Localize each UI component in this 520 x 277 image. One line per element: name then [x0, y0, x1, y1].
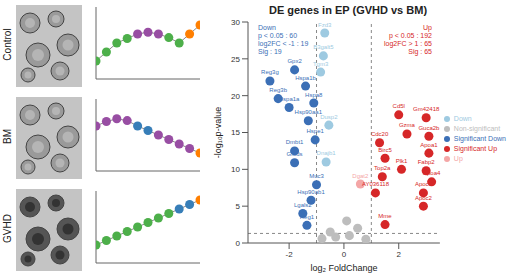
- svg-text:Hspa1b: Hspa1b: [295, 75, 316, 81]
- svg-text:Hsp90ab1: Hsp90ab1: [297, 189, 325, 195]
- svg-text:Apoa4: Apoa4: [423, 170, 441, 176]
- svg-text:B3galt5: B3galt5: [313, 44, 334, 50]
- svg-text:5: 5: [236, 202, 241, 211]
- svg-text:AY036118: AY036118: [362, 181, 390, 187]
- svg-text:Lgals2: Lgals2: [294, 202, 312, 208]
- svg-text:Apoa1: Apoa1: [420, 142, 438, 148]
- html-text:BM: BM: [1, 129, 13, 144]
- html-text:p < 0.05 : 60: p < 0.05 : 60: [258, 32, 298, 39]
- html-text:Control: Control: [1, 28, 13, 61]
- svg-text:Reg3g: Reg3g: [261, 69, 279, 75]
- svg-text:Hspa1a: Hspa1a: [279, 96, 300, 102]
- svg-text:30: 30: [231, 18, 240, 27]
- html-text:p < 0.05 : 192: p < 0.05 : 192: [389, 32, 432, 39]
- svg-text:0: 0: [236, 239, 241, 248]
- svg-text:Dnajb1: Dnajb1: [317, 150, 337, 156]
- svg-text:Apoc3: Apoc3: [415, 181, 433, 187]
- html-text:log2FC < -1 : 19: log2FC < -1 : 19: [258, 40, 309, 47]
- html-text:Down: Down: [453, 114, 472, 122]
- html-text:GVHD: GVHD: [1, 214, 13, 243]
- svg-text:Hsp90aa1: Hsp90aa1: [295, 109, 323, 115]
- svg-text:Reg3b: Reg3b: [269, 87, 287, 93]
- svg-text:Hspe1: Hspe1: [306, 128, 324, 134]
- svg-text:Muc3: Muc3: [309, 173, 324, 179]
- svg-text:-log₁₀p-value: -log₁₀p-value: [213, 107, 223, 158]
- html-text:Sig : 19: Sig : 19: [258, 48, 282, 55]
- html-text:Down: Down: [258, 24, 276, 31]
- html-text:Up: Up: [423, 24, 432, 31]
- svg-text:Mme: Mme: [378, 213, 392, 219]
- svg-text:Reg1: Reg1: [300, 214, 315, 220]
- svg-text:log₂ FoldChange: log₂ FoldChange: [310, 263, 377, 273]
- html-text:Up: Up: [453, 154, 463, 162]
- svg-text:Hspa8: Hspa8: [305, 92, 323, 98]
- html-text:Significant Up: Significant Up: [453, 144, 498, 152]
- svg-text:Gmds: Gmds: [287, 151, 303, 157]
- svg-text:Gzma: Gzma: [399, 122, 416, 128]
- svg-text:15: 15: [231, 128, 240, 137]
- svg-text:0: 0: [342, 250, 347, 259]
- svg-text:Birc5: Birc5: [378, 147, 392, 153]
- svg-text:Top2a: Top2a: [374, 165, 391, 171]
- svg-text:-2: -2: [286, 250, 294, 259]
- svg-text:Cd5l: Cd5l: [393, 103, 405, 109]
- svg-text:Gpx2: Gpx2: [287, 58, 302, 64]
- svg-text:Tgm3: Tgm3: [313, 61, 329, 67]
- svg-text:20: 20: [231, 92, 240, 101]
- html-text:Non-significant: Non-significant: [453, 124, 501, 132]
- html-text:Sig : 65: Sig : 65: [408, 48, 432, 55]
- svg-text:Fabp2: Fabp2: [418, 159, 436, 165]
- svg-text:Dmbt1: Dmbt1: [286, 139, 304, 145]
- svg-text:25: 25: [231, 55, 240, 64]
- html-text:log2FC > 1 : 65: log2FC > 1 : 65: [383, 40, 432, 47]
- svg-text:Gm42418: Gm42418: [413, 106, 440, 112]
- svg-text:10: 10: [231, 165, 240, 174]
- svg-text:Plk1: Plk1: [396, 158, 408, 164]
- svg-text:Dusp2: Dusp2: [320, 114, 338, 120]
- svg-text:Cdc20: Cdc20: [371, 131, 389, 137]
- svg-text:Dgat2: Dgat2: [352, 173, 369, 179]
- svg-text:Apoc2: Apoc2: [415, 195, 433, 201]
- html-text:Significant Down: Significant Down: [453, 134, 506, 142]
- html-text:DE genes in EP (GVHD vs BM): DE genes in EP (GVHD vs BM): [268, 4, 427, 16]
- svg-text:Fzd3: Fzd3: [318, 22, 332, 28]
- svg-text:Guca2b: Guca2b: [418, 125, 440, 131]
- svg-text:2: 2: [397, 250, 402, 259]
